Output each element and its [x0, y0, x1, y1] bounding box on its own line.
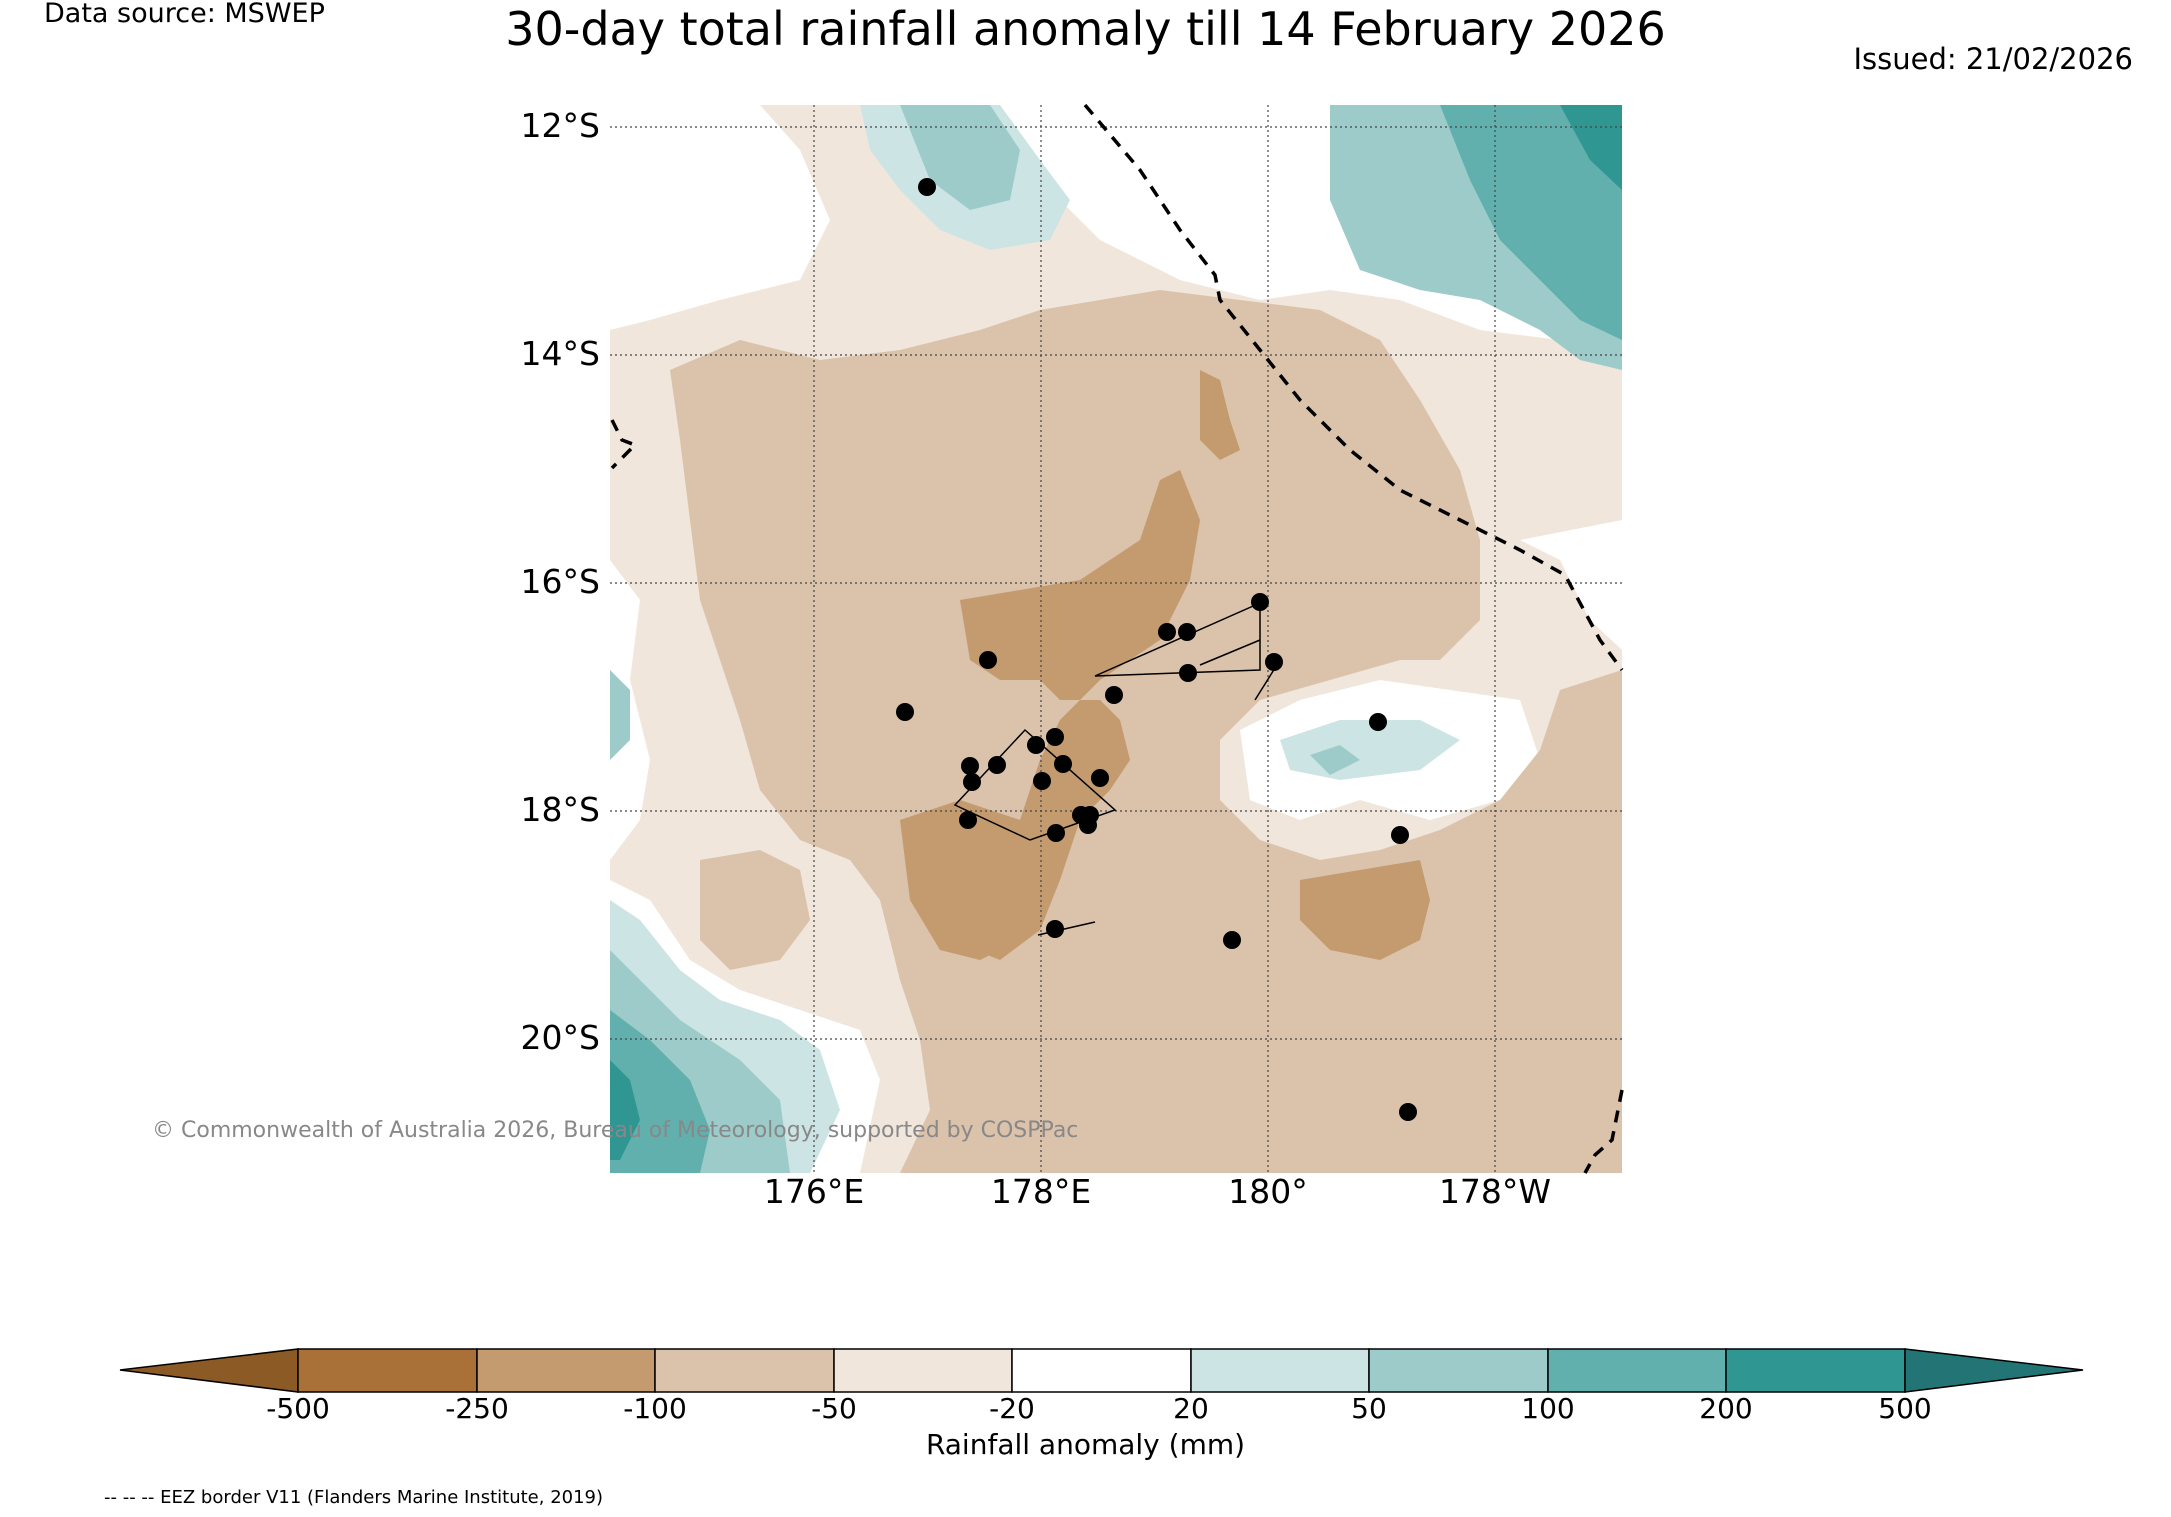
dry-region-northeast-spot [1200, 370, 1240, 460]
colorbar-tick: -100 [623, 1392, 687, 1425]
issued-date: Issued: 21/02/2026 [1853, 42, 2133, 76]
lon-label-178w: 178°W [1438, 1172, 1552, 1211]
colorbar-tick: -250 [445, 1392, 509, 1425]
lat-label-12s: 12°S [520, 106, 600, 145]
colorbar-tick: 100 [1521, 1392, 1575, 1425]
neutral-region-east [1520, 520, 1622, 650]
colorbar-tick: 20 [1173, 1392, 1209, 1425]
wet-region-north-mid [900, 105, 1020, 210]
dry-region-center-south [900, 800, 1040, 960]
colorbar-tick: -20 [989, 1392, 1035, 1425]
eez-border [610, 103, 1624, 1174]
lon-label-176e: 176°E [763, 1172, 865, 1211]
colorbar-tick: -50 [811, 1392, 857, 1425]
copyright-notice: © Commonwealth of Australia 2026, Bureau… [152, 1118, 1079, 1143]
colorbar [119, 1348, 2084, 1393]
neutral-region-northwest [610, 105, 830, 330]
wet-region-southwest-strong [610, 1010, 710, 1173]
dry-region-southwest [700, 850, 810, 970]
dry-region-central [910, 470, 1200, 960]
colorbar-tick: -500 [266, 1392, 330, 1425]
wet-region-southwest-peak [610, 1060, 640, 1160]
station-markers [896, 178, 1417, 1121]
lat-label-20s: 20°S [520, 1018, 600, 1057]
graticule [610, 105, 1622, 1173]
lat-label-16s: 16°S [520, 562, 600, 601]
eez-legend-note: -- -- -- EEZ border V11 (Flanders Marine… [104, 1487, 604, 1508]
wet-region-northeast-strong [1440, 105, 1622, 340]
colorbar-label: Rainfall anomaly (mm) [925, 1428, 1246, 1461]
colorbar-extend-low [119, 1348, 299, 1393]
colorbar-tick: 500 [1878, 1392, 1932, 1425]
lon-label-180: 180° [1228, 1172, 1308, 1211]
rainfall-anomaly-field [610, 105, 1622, 1173]
lat-label-14s: 14°S [520, 334, 600, 373]
colorbar-tick: 200 [1699, 1392, 1753, 1425]
wet-region-west [610, 670, 630, 760]
lon-label-178e: 178°E [990, 1172, 1092, 1211]
lat-label-18s: 18°S [520, 790, 600, 829]
colorbar-tick: 50 [1351, 1392, 1387, 1425]
wet-region-northeast-peak [1560, 105, 1622, 190]
map-title: 30-day total rainfall anomaly till 14 Fe… [505, 2, 1666, 56]
dry-region-east [1300, 860, 1430, 960]
wet-region-center-east-mid [1310, 745, 1360, 775]
data-source-label: Data source: MSWEP [44, 0, 325, 29]
colorbar-extend-high [1904, 1348, 2084, 1393]
